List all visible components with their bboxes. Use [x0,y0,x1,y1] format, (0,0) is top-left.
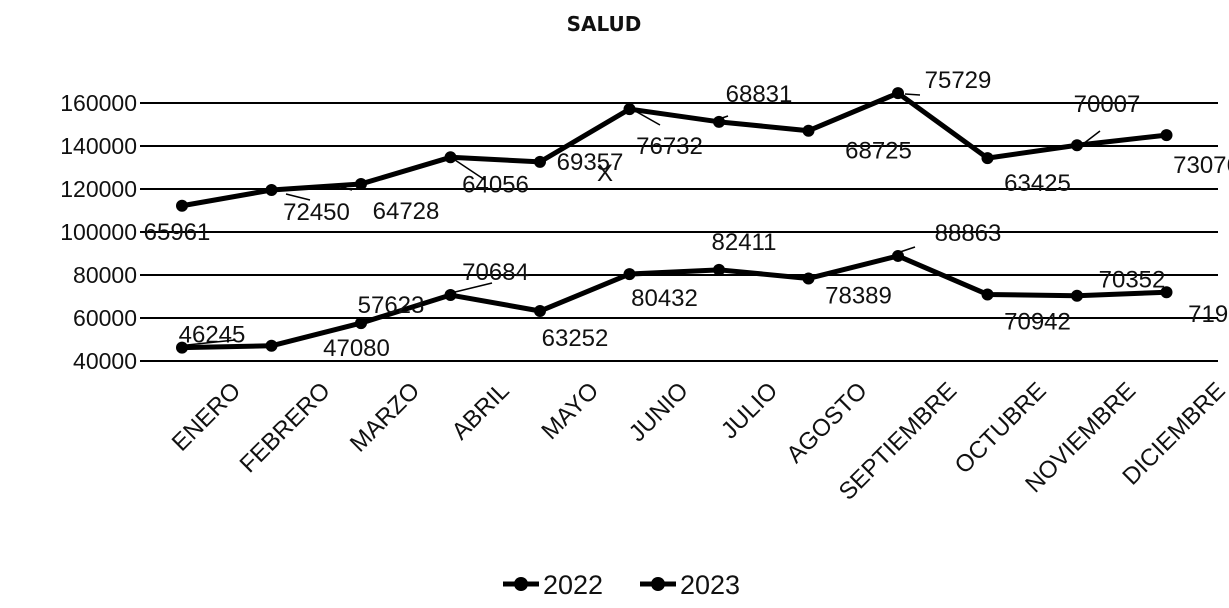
data-label-2023: 65961 [144,219,211,246]
legend-marker-2022 [514,577,528,591]
point-2022-noviembre [1071,289,1083,302]
chart-title: SALUD [567,12,642,36]
data-label-2022: 82411 [712,229,777,256]
x-tick-label: MARZO [345,377,425,457]
point-2022-agosto [802,272,815,285]
point-2023-noviembre [1071,139,1083,152]
point-2023-agosto [802,124,815,137]
leader-line [629,107,661,126]
leader-line [899,246,916,253]
point-2023-febrero [265,184,278,197]
data-label-2023: 63425 [1004,170,1071,197]
point-2023-julio [713,115,725,128]
y-tick-label: 60000 [73,305,137,331]
point-2022-julio [713,263,725,276]
point-2023-diciembre [1160,129,1173,142]
point-2023-abril [444,151,457,164]
point-2022-abril [444,289,457,302]
leader-line [186,339,236,346]
data-label-2022: 78389 [825,282,892,309]
leader-line [454,282,493,293]
x-tick-label: FEBRERO [235,377,336,478]
point-2022-septiembre [892,249,904,262]
legend-label-2022: 2022 [543,570,603,600]
point-2023-marzo [355,177,367,190]
data-labels: 46245 47080576237068463252804328241178389… [144,67,1229,362]
data-label-2022: 80432 [631,285,698,312]
x-tick-label: ENERO [167,377,246,456]
legend: 2022 2023 [503,570,740,600]
point-2023-enero [176,199,188,212]
data-label-2023: 64728 [373,198,440,225]
point-2023-octubre [981,152,994,165]
x-tick-label: ABRIL [447,377,515,445]
leader-line [1082,130,1101,145]
point-2022-febrero [265,339,278,352]
data-label-2023: 75729 [925,67,992,94]
data-label-2022: 47080 [323,335,390,362]
y-axis-ticks: 40000 60000 80000 100000 120000 140000 160000 [60,90,137,374]
data-label-2022: 57623 [358,292,425,319]
data-label-2022: 63252 [542,325,609,352]
point-2022-mayo [534,305,546,318]
y-tick-label: 120000 [60,176,137,202]
data-label-2023: 69357 [557,149,624,176]
y-tick-label: 80000 [73,262,137,288]
point-2022-octubre [981,288,994,301]
legend-marker-2023 [651,577,665,591]
y-tick-label: 140000 [60,133,137,159]
data-label-2023: 68725 [845,138,912,165]
point-2023-junio [623,103,636,116]
data-label-2022: 70684 [462,259,529,286]
legend-label-2023: 2023 [680,570,740,600]
leader-line [285,193,311,201]
y-tick-label: 100000 [60,219,137,245]
point-2022-enero [176,341,188,354]
point-2022-marzo [355,317,367,330]
point-2023-mayo [534,155,546,168]
series-line-2023 [181,90,1167,209]
leader-line [454,159,486,181]
point-2022-junio [623,268,636,281]
data-label-2023: 64056 [462,171,529,198]
y-tick-label: 160000 [60,90,137,116]
data-label-2022: 71980 [1188,301,1229,328]
data-label-2022: 70942 [1004,308,1071,335]
point-2022-diciembre [1160,286,1173,299]
data-label-2023: 72450 [283,199,350,226]
series-line-2022 [181,253,1167,351]
x-tick-label: JULIO [716,377,783,444]
data-label-2022: 70352 [1099,267,1166,294]
x-tick-label: AGOSTO [781,377,872,468]
x-tick-label: JUNIO [624,377,694,447]
y-tick-label: 40000 [73,348,137,374]
data-label-2022: 88863 [935,220,1002,247]
data-label-2023: 76732 [636,133,703,160]
leader-line [904,93,921,96]
data-label-2023: 68831 [726,81,793,108]
leader-line [709,115,729,123]
x-tick-label: MAYO [536,377,604,445]
point-2023-septiembre [892,87,904,100]
data-label-2023: 70007 [1074,91,1141,118]
data-label-2023: 73076 [1173,152,1229,179]
annotation-x: X [597,160,613,187]
series-lines [176,87,1173,354]
leader-line [336,185,353,191]
